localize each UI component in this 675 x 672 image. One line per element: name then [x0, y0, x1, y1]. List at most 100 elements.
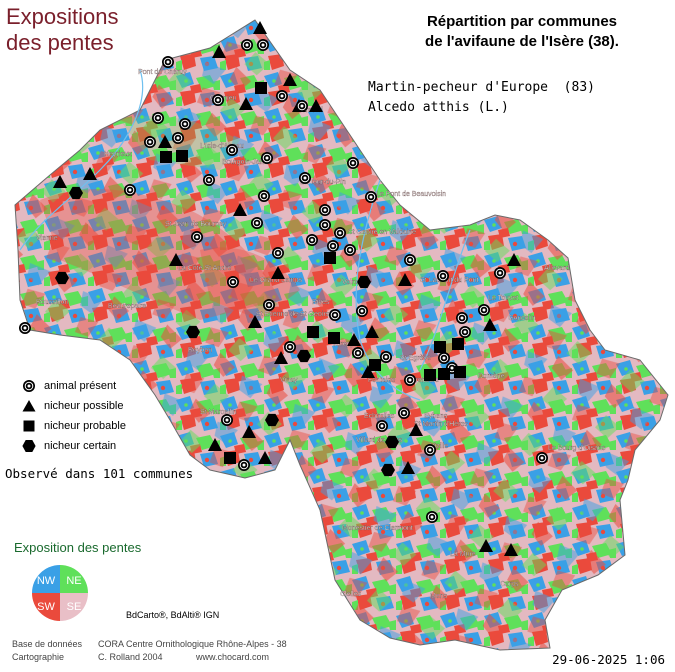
marker-nicheur-probable	[452, 338, 464, 350]
marker-animal-present	[437, 270, 449, 282]
place-label: St Laurent du Pont	[420, 277, 478, 284]
quadrant-nw-label: NW	[37, 575, 56, 587]
marker-nicheur-possible	[347, 333, 361, 346]
marker-animal-present	[536, 452, 548, 464]
marker-nicheur-possible	[169, 253, 183, 266]
marker-animal-present	[424, 444, 436, 456]
place-label: Monestier de Clermont	[342, 525, 413, 532]
marker-nicheur-possible	[504, 543, 518, 556]
marker-animal-present	[376, 420, 388, 432]
quadrant-se-label: SE	[67, 601, 82, 613]
place-label: St Egrève	[400, 355, 431, 362]
credits: Base de données CORA Centre Ornithologiqu…	[12, 638, 287, 664]
marker-animal-present	[191, 231, 203, 243]
hexagon-icon	[22, 440, 36, 452]
legend-row-present: animal présent	[22, 376, 126, 396]
marker-nicheur-probable	[224, 452, 236, 464]
place-label: St Geoire en Valdaine	[348, 229, 416, 236]
place-label: Echirolles	[364, 413, 395, 420]
observed-count: Observé dans 101 communes	[5, 466, 194, 481]
distribution-header: Répartition par communes de l'avifaune d…	[392, 12, 652, 52]
place-label: Roussillon	[36, 299, 68, 306]
marker-nicheur-possible	[258, 451, 272, 464]
marker-animal-present	[365, 191, 377, 203]
source-label: BdCarto®, BdAlti® IGN	[126, 610, 220, 620]
legend-row-certain: nicheur certain	[22, 436, 126, 456]
marker-animal-present	[261, 152, 273, 164]
marker-nicheur-possible	[365, 325, 379, 338]
circle-target-icon	[23, 380, 35, 392]
marker-animal-present	[227, 276, 239, 288]
map-title: Expositions des pentes	[6, 4, 206, 56]
place-label: Le Pont de Beauvoisin	[376, 191, 446, 198]
exposition-wheel: NW NE SW SE	[32, 565, 88, 621]
marker-nicheur-possible	[483, 318, 497, 331]
marker-nicheur-possible	[409, 423, 423, 436]
place-label: Goncelin	[508, 315, 536, 322]
place-label: Voreppe	[332, 341, 358, 348]
marker-nicheur-probable	[176, 150, 188, 162]
marker-animal-present	[456, 312, 468, 324]
legend-row-possible: nicheur possible	[22, 396, 126, 416]
marker-animal-present	[380, 351, 392, 363]
marker-nicheur-probable	[324, 252, 336, 264]
marker-animal-present	[258, 190, 270, 202]
exposition-title: Exposition des pentes	[14, 540, 142, 555]
department-border	[14, 19, 669, 651]
marker-animal-present	[144, 136, 156, 148]
quadrant-sw-label: SW	[37, 601, 55, 613]
marker-nicheur-certain	[186, 325, 200, 339]
marker-nicheur-possible	[361, 365, 375, 378]
credits-website: www.chocard.com	[196, 652, 270, 662]
place-label: Le Grand Lemps	[250, 277, 303, 284]
place-labels: Pont de ChéruyCrémieuMorestelL'Isle-d'Ab…	[36, 69, 606, 600]
marker-nicheur-probable	[328, 332, 340, 344]
marker-animal-present	[352, 347, 364, 359]
place-label: Heyrieux	[104, 151, 132, 158]
marker-animal-present	[438, 352, 450, 364]
marker-nicheur-certain	[381, 463, 395, 477]
marker-animal-present	[251, 217, 263, 229]
marker-animal-present	[478, 304, 490, 316]
marker-animal-present	[334, 227, 346, 239]
marker-nicheur-possible	[239, 97, 253, 110]
marker-animal-present	[404, 254, 416, 266]
marker-nicheur-certain	[69, 186, 83, 200]
quadrant-se	[60, 593, 88, 621]
river-guiers	[355, 179, 421, 401]
credits-carto-label: Cartographie	[12, 652, 65, 662]
render-date: 29-06-2025 1:06	[552, 652, 665, 667]
place-label: St Marcellin	[200, 409, 237, 416]
place-label: Morestel	[296, 107, 323, 114]
marker-nicheur-certain	[297, 349, 311, 363]
marker-nicheur-probable	[438, 368, 450, 380]
marker-nicheur-possible	[83, 167, 97, 180]
marker-animal-present	[124, 184, 136, 196]
marker-animal-present	[221, 414, 233, 426]
marker-animal-present	[212, 94, 224, 106]
marker-legend: animal présent nicheur possible nicheur …	[22, 376, 126, 456]
place-label: Villard de Lans	[356, 437, 403, 444]
place-label: Eybens	[424, 413, 448, 420]
marker-nicheur-possible	[248, 315, 262, 328]
place-label: St Etienne de St Geoirs	[256, 311, 330, 318]
marker-nicheur-possible	[233, 203, 247, 216]
distribution-header-line2: de l'avifaune de l'Isère (38).	[425, 33, 619, 50]
marker-nicheur-possible	[271, 266, 285, 279]
distribution-header-line1: Répartition par communes	[426, 13, 618, 30]
square-icon	[23, 420, 35, 432]
marker-animal-present	[284, 341, 296, 353]
place-label: Beaurepaire	[108, 303, 146, 310]
river-isere	[419, 229, 471, 371]
credits-db-value: CORA Centre Ornithologique Rhône-Alpes -…	[98, 639, 287, 649]
map-title-line2: des pentes	[6, 30, 114, 55]
place-label: Corps	[500, 581, 519, 588]
marker-nicheur-certain	[357, 275, 371, 289]
marker-nicheur-possible	[401, 461, 415, 474]
marker-nicheur-probable	[369, 359, 381, 371]
marker-nicheur-certain	[55, 271, 69, 285]
marker-animal-present	[172, 132, 184, 144]
marker-animal-present	[257, 39, 269, 51]
marker-animal-present	[347, 157, 359, 169]
